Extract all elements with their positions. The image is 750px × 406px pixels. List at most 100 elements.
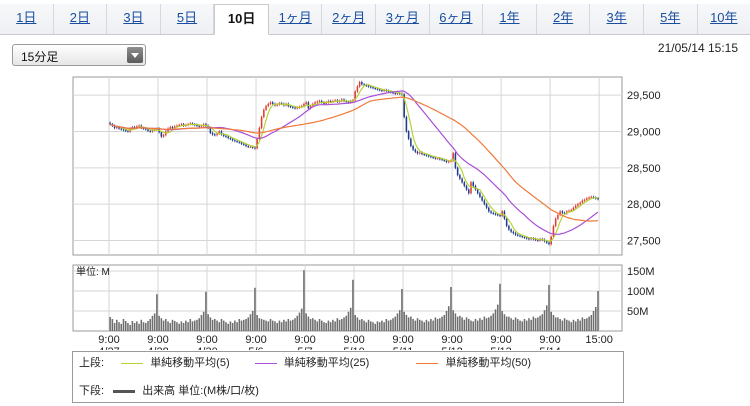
volume-bar	[543, 310, 546, 331]
candle-body	[209, 127, 212, 133]
volume-bar	[318, 319, 321, 331]
candle-body	[160, 132, 163, 137]
x-tick-date: 4/28	[147, 346, 168, 350]
candle-body	[240, 142, 243, 144]
candle-body	[554, 218, 557, 226]
tab-3m[interactable]: 3ヶ月	[376, 4, 430, 34]
volume-bar	[305, 313, 307, 331]
x-tick-date: 5/6	[248, 346, 263, 350]
candle-body	[211, 132, 214, 135]
candle-body	[505, 218, 508, 226]
volume-bar	[118, 322, 120, 331]
volume-bar	[251, 311, 254, 331]
volume-bar	[287, 319, 290, 331]
volume-bar	[557, 317, 559, 331]
candle-body	[481, 196, 483, 201]
volume-bar	[165, 319, 167, 331]
candle-body	[276, 104, 278, 106]
candle-body	[443, 159, 446, 161]
candle-body	[180, 124, 183, 126]
volume-bar	[581, 317, 584, 331]
candle-body	[120, 128, 123, 130]
candle-body	[267, 103, 270, 107]
volume-bar	[113, 323, 116, 331]
candle-body	[378, 89, 381, 91]
volume-bar	[456, 316, 459, 331]
volume-bar	[519, 320, 521, 331]
tab-10y[interactable]: 10年	[710, 10, 738, 25]
tab-3y[interactable]: 3年	[590, 4, 644, 34]
volume-bar	[274, 321, 276, 331]
volume-bar	[276, 323, 278, 331]
tab-1d[interactable]: 1日	[0, 4, 54, 34]
tab-1y[interactable]: 1年	[483, 4, 537, 34]
volume-bar	[501, 311, 503, 331]
volume-bar	[508, 316, 510, 331]
candle-body	[369, 86, 372, 88]
volume-bar	[296, 315, 299, 331]
volume-bar	[294, 318, 296, 331]
volume-bar	[586, 318, 588, 331]
volume-bar	[537, 317, 539, 331]
interval-select[interactable]: 15分足	[12, 44, 146, 66]
tab-5y[interactable]: 5年	[644, 4, 698, 34]
candle-body	[303, 103, 305, 107]
volume-bar	[167, 321, 169, 331]
tab-2d[interactable]: 2日	[54, 4, 108, 34]
price-tick-label: 29,500	[627, 90, 661, 102]
volume-tick-label: 150M	[627, 266, 655, 278]
candle-body	[396, 92, 399, 94]
tab-2y[interactable]: 2年	[537, 4, 591, 34]
volume-bar	[512, 319, 515, 331]
volume-bar	[574, 321, 577, 331]
candle-body	[256, 138, 258, 149]
volume-bar	[563, 318, 566, 331]
candle-body	[116, 127, 118, 129]
volume-bar	[479, 318, 481, 331]
tab-2m[interactable]: 2ヶ月	[322, 4, 377, 34]
volume-bar	[539, 315, 541, 331]
volume-bar	[229, 321, 232, 331]
volume-bar	[327, 320, 330, 331]
tab-6m[interactable]: 6ヶ月	[430, 4, 484, 34]
price-tick-label: 28,000	[627, 199, 661, 211]
volume-bar	[267, 321, 270, 331]
x-axis: 9:004/279:004/289:004/309:005/69:005/79:…	[98, 334, 613, 350]
volume-bar	[140, 319, 143, 331]
candle-body	[425, 154, 428, 156]
volume-bar	[323, 322, 325, 331]
volume-bar	[271, 320, 274, 331]
volume-bar	[412, 319, 414, 331]
candle-body	[579, 202, 581, 205]
candle-body	[427, 155, 430, 157]
candle-body	[271, 102, 274, 104]
volume-bar	[468, 319, 470, 331]
volume-bar	[367, 319, 370, 331]
chevron-down-icon[interactable]	[127, 47, 143, 63]
tab-5d[interactable]: 5日	[161, 4, 215, 34]
price-panel: 27,500 28,000 28,500 29,000 29,500	[72, 76, 661, 256]
candle-body	[358, 82, 361, 87]
volume-bar	[488, 317, 490, 331]
candle-body	[436, 158, 439, 160]
tab-1m[interactable]: 1ヶ月	[269, 4, 323, 34]
price-tick-label: 28,500	[627, 163, 661, 175]
timestamp: 21/05/14 15:15	[657, 41, 738, 55]
candle-body	[225, 135, 227, 137]
volume-bar	[240, 320, 243, 331]
tab-10d[interactable]: 10日	[214, 4, 269, 35]
tab-3d[interactable]: 3日	[107, 4, 161, 34]
volume-bar	[499, 283, 501, 331]
volume-bar	[278, 320, 281, 331]
volume-bar	[131, 321, 134, 331]
candle-body	[570, 209, 573, 211]
candle-body	[231, 138, 234, 141]
candle-body	[323, 102, 325, 104]
volume-bar	[566, 319, 568, 331]
candle-body	[325, 102, 327, 104]
candle-body	[468, 189, 470, 194]
candle-body	[418, 152, 421, 154]
candle-body	[552, 225, 555, 237]
volume-bar	[390, 319, 392, 331]
